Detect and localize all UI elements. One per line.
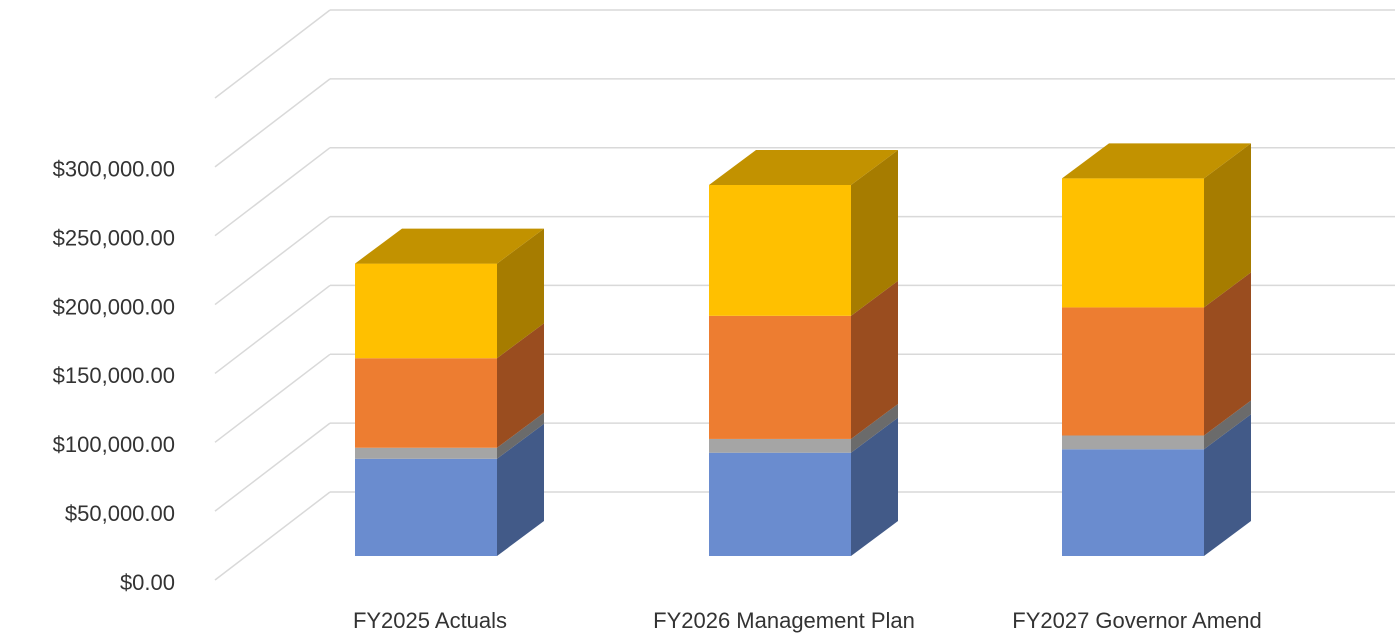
grid-line [214,491,331,581]
bar-segment [1062,178,1204,308]
grid-line [214,78,331,168]
bar-segment [1062,307,1204,436]
grid-line [214,147,331,237]
wall-edge [214,9,331,99]
bar-segment [709,184,851,316]
y-tick-label: $200,000.00 [53,294,175,319]
y-tick-label: $0.00 [120,570,175,595]
y-tick-label: $100,000.00 [53,432,175,457]
grid-line [214,353,331,443]
bar-side [497,412,544,459]
bar-segment [355,447,497,459]
grid-line [214,422,331,512]
bar-side [1204,400,1251,450]
y-tick-label: $300,000.00 [53,157,175,182]
bar-top [709,149,898,185]
bar-side [497,323,544,448]
x-tick-label: FY2025 Actuals [353,608,507,633]
bar-segment [1062,435,1204,450]
bar-side [497,228,544,359]
bar-segment [709,315,851,439]
bar-side [851,149,898,316]
grid-line [214,215,331,306]
x-tick-label: FY2027 Governor Amend [1012,608,1261,633]
y-tick-label: $150,000.00 [53,363,175,388]
bar-segment [355,458,497,556]
bar-segment [1062,449,1204,556]
bar-segment [709,438,851,453]
bar-side [1204,143,1251,308]
bar-side [497,423,544,556]
bar-side [1204,414,1251,556]
x-tick-label: FY2026 Management Plan [653,608,915,633]
bar-top [1062,143,1251,179]
bar-side [851,280,898,439]
bar-side [851,403,898,453]
y-tick-label: $250,000.00 [53,226,175,251]
y-tick-label: $50,000.00 [65,501,175,526]
bar-segment [355,358,497,448]
grid-line [214,284,331,375]
bar-segment [355,263,497,359]
bar-segment [709,452,851,556]
bar-top [355,228,544,264]
bar-side [1204,272,1251,436]
bar-side [851,417,898,556]
